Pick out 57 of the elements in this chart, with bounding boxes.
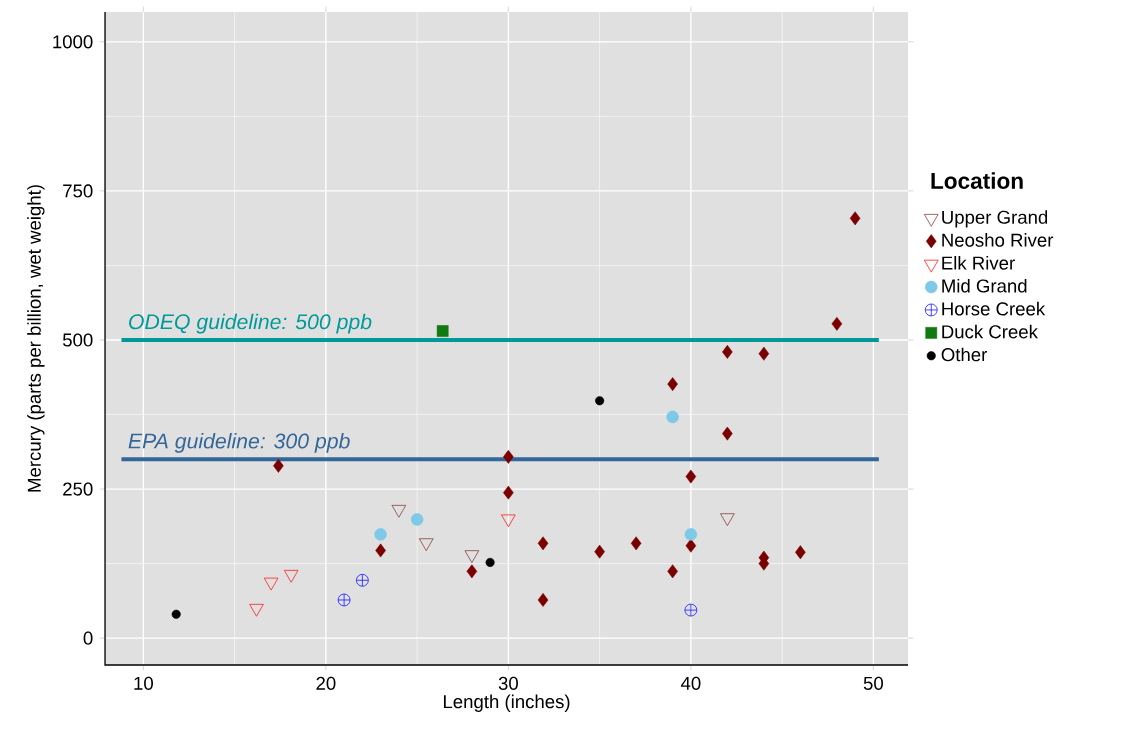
legend-label: Other bbox=[941, 347, 988, 362]
x-tick-label: 20 bbox=[316, 676, 336, 690]
point bbox=[685, 469, 697, 484]
point bbox=[283, 569, 299, 583]
point bbox=[594, 544, 605, 559]
x-tick-label: 30 bbox=[498, 676, 518, 690]
legend-label: Neosho River bbox=[942, 233, 1054, 247]
point bbox=[630, 536, 642, 551]
x-tick-label: 10 bbox=[134, 676, 153, 690]
y-axis-title: Mercury (parts per billion, wet weight) bbox=[27, 185, 45, 492]
x-axis-title: Length (inches) bbox=[443, 694, 570, 712]
y-tick-label: 0 bbox=[83, 631, 93, 645]
point bbox=[684, 603, 698, 617]
x-tick-label: 50 bbox=[863, 676, 883, 690]
point bbox=[374, 528, 387, 541]
legend-label: Horse Creek bbox=[942, 301, 1046, 316]
point bbox=[666, 410, 679, 424]
y-tick-label: 500 bbox=[62, 333, 93, 347]
point bbox=[375, 543, 386, 558]
point bbox=[795, 545, 806, 560]
point bbox=[849, 211, 861, 226]
point bbox=[501, 514, 516, 528]
point bbox=[436, 325, 449, 337]
point bbox=[537, 593, 549, 607]
point bbox=[391, 504, 407, 518]
point bbox=[249, 603, 264, 617]
point bbox=[685, 538, 697, 553]
legend-label: Duck Creek bbox=[942, 324, 1038, 339]
y-tick-label: 250 bbox=[63, 482, 93, 496]
point bbox=[410, 513, 424, 526]
ref-line-label: ODEQ guideline: 500 ppb bbox=[129, 313, 372, 334]
point bbox=[503, 449, 514, 464]
ref-line-label: EPA guideline: 300 ppb bbox=[128, 433, 350, 453]
point bbox=[171, 609, 181, 619]
point bbox=[273, 458, 284, 473]
point bbox=[722, 426, 733, 441]
point bbox=[831, 316, 843, 331]
legend-label: Mid Grand bbox=[942, 278, 1027, 293]
y-tick-label: 750 bbox=[63, 184, 93, 198]
point bbox=[722, 345, 733, 359]
point bbox=[758, 346, 770, 361]
legend-title: Location bbox=[931, 172, 1023, 189]
point bbox=[537, 536, 549, 551]
point bbox=[684, 528, 698, 541]
point bbox=[667, 377, 678, 392]
point bbox=[337, 593, 351, 607]
point bbox=[595, 396, 605, 406]
legend-label: Elk River bbox=[942, 256, 1015, 270]
point bbox=[263, 577, 279, 591]
y-tick-label: 1000 bbox=[53, 35, 93, 49]
point bbox=[485, 557, 495, 567]
point bbox=[355, 573, 369, 587]
x-tick-label: 40 bbox=[680, 676, 701, 690]
point bbox=[466, 564, 478, 579]
legend-label: Upper Grand bbox=[942, 210, 1048, 228]
point bbox=[503, 485, 514, 500]
point bbox=[667, 564, 678, 579]
